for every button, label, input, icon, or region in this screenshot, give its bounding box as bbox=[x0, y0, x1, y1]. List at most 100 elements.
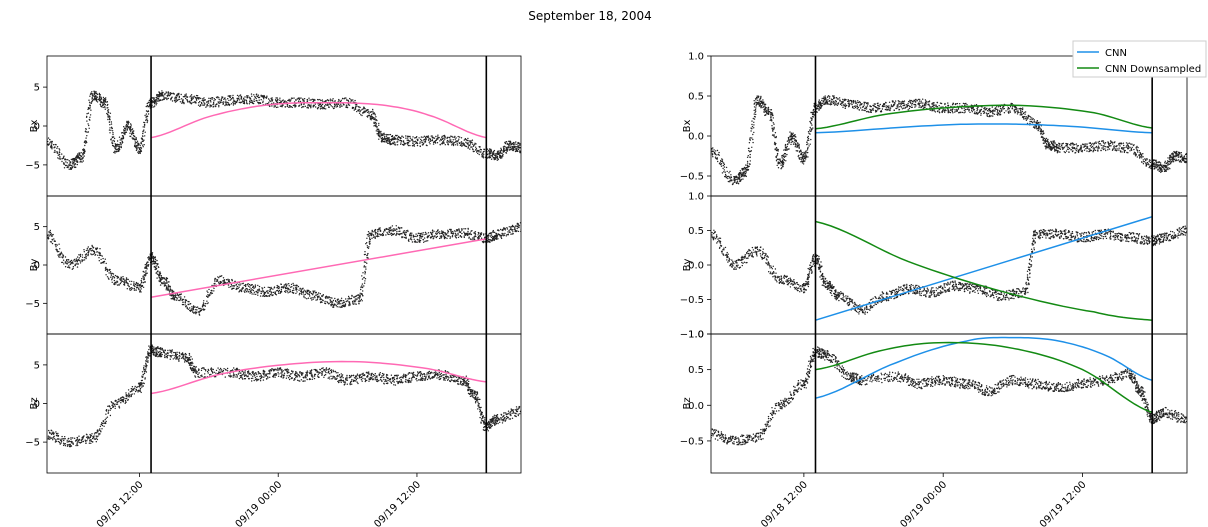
obs-point bbox=[140, 288, 142, 290]
obs-point bbox=[141, 137, 143, 140]
obs-point bbox=[512, 149, 515, 151]
obs-point bbox=[516, 150, 519, 152]
obs-point bbox=[218, 106, 220, 108]
obs-point bbox=[207, 294, 209, 296]
obs-point bbox=[262, 369, 265, 372]
obs-point bbox=[374, 236, 376, 239]
obs-point bbox=[133, 283, 135, 285]
obs-point bbox=[296, 376, 299, 378]
obs-point bbox=[159, 284, 162, 286]
obs-point bbox=[345, 97, 347, 99]
obs-point bbox=[319, 98, 321, 101]
obs-point bbox=[296, 379, 299, 381]
obs-point bbox=[102, 420, 104, 422]
obs-point bbox=[120, 402, 122, 404]
obs-point bbox=[208, 97, 210, 100]
obs-point bbox=[232, 374, 234, 377]
obs-point bbox=[212, 101, 215, 104]
obs-point bbox=[308, 97, 310, 99]
obs-point bbox=[516, 230, 518, 232]
obs-point bbox=[382, 140, 385, 143]
obs-point bbox=[435, 139, 437, 142]
obs-point bbox=[145, 118, 147, 121]
obs-point bbox=[348, 304, 350, 307]
obs-point bbox=[420, 237, 422, 239]
obs-point bbox=[179, 98, 181, 101]
obs-point bbox=[168, 93, 170, 95]
obs-point bbox=[339, 105, 341, 107]
obs-point bbox=[142, 382, 144, 384]
obs-point bbox=[499, 151, 502, 153]
obs-point bbox=[487, 238, 489, 240]
obs-point bbox=[368, 237, 371, 239]
obs-point bbox=[129, 289, 131, 291]
obs-point bbox=[143, 367, 145, 369]
obs-point bbox=[344, 305, 346, 307]
obs-point bbox=[267, 98, 270, 100]
obs-point bbox=[477, 238, 480, 240]
obs-point bbox=[89, 433, 91, 436]
obs-point bbox=[139, 289, 141, 291]
obs-point bbox=[114, 150, 116, 152]
obs-point bbox=[205, 101, 208, 103]
obs-point bbox=[446, 235, 449, 237]
obs-point bbox=[402, 141, 405, 143]
obs-point bbox=[177, 358, 179, 360]
obs-point bbox=[366, 254, 368, 257]
obs-point bbox=[433, 137, 436, 139]
obs-point bbox=[106, 101, 109, 103]
obs-point bbox=[503, 234, 506, 236]
obs-point bbox=[296, 98, 298, 100]
obs-point bbox=[467, 139, 469, 142]
obs-point bbox=[76, 443, 78, 445]
obs-point bbox=[371, 237, 373, 239]
obs-point bbox=[174, 101, 177, 103]
obs-point bbox=[163, 282, 166, 284]
obs-point bbox=[242, 102, 245, 105]
obs-point bbox=[518, 226, 520, 229]
obs-point bbox=[277, 371, 279, 374]
obs-point bbox=[508, 226, 510, 228]
obs-point bbox=[245, 99, 248, 102]
obs-point bbox=[142, 132, 144, 135]
obs-point bbox=[147, 361, 149, 363]
obs-point bbox=[372, 234, 375, 236]
obs-point bbox=[451, 236, 454, 238]
obs-point bbox=[412, 142, 414, 144]
obs-point bbox=[51, 234, 54, 236]
obs-point bbox=[259, 378, 262, 380]
obs-point bbox=[342, 98, 344, 100]
obs-point bbox=[171, 350, 173, 352]
obs-point bbox=[383, 134, 386, 136]
obs-point bbox=[137, 150, 139, 152]
obs-point bbox=[57, 435, 59, 438]
obs-point bbox=[432, 137, 434, 139]
observation-points bbox=[47, 344, 521, 448]
obs-point bbox=[501, 234, 503, 237]
obs-point bbox=[372, 108, 374, 111]
obs-point bbox=[391, 228, 393, 231]
obs-point bbox=[460, 143, 463, 145]
obs-point bbox=[70, 437, 72, 439]
obs-point bbox=[170, 355, 172, 357]
obs-point bbox=[111, 401, 113, 404]
obs-point bbox=[145, 368, 147, 370]
obs-point bbox=[231, 280, 233, 282]
obs-point bbox=[443, 237, 446, 240]
obs-point bbox=[459, 144, 462, 147]
obs-point bbox=[66, 164, 68, 167]
obs-point bbox=[198, 97, 201, 99]
obs-point bbox=[90, 435, 92, 437]
obs-point bbox=[465, 141, 467, 143]
observation-points bbox=[47, 90, 521, 170]
obs-point bbox=[75, 160, 77, 162]
obs-point bbox=[142, 130, 144, 132]
obs-point bbox=[302, 292, 305, 294]
obs-point bbox=[174, 97, 176, 100]
obs-point bbox=[312, 100, 314, 103]
obs-point bbox=[358, 106, 360, 108]
obs-point bbox=[140, 291, 142, 293]
obs-point bbox=[201, 367, 203, 370]
obs-point bbox=[79, 255, 82, 258]
obs-point bbox=[512, 233, 514, 235]
